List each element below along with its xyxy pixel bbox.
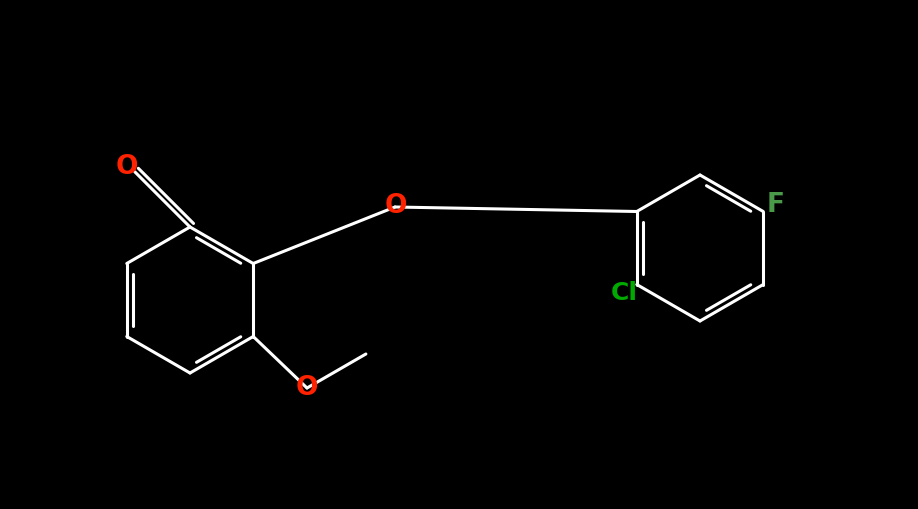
Text: O: O	[116, 154, 138, 180]
Text: O: O	[296, 375, 319, 401]
Text: F: F	[767, 191, 784, 217]
Text: O: O	[385, 193, 408, 219]
Text: Cl: Cl	[610, 280, 638, 304]
